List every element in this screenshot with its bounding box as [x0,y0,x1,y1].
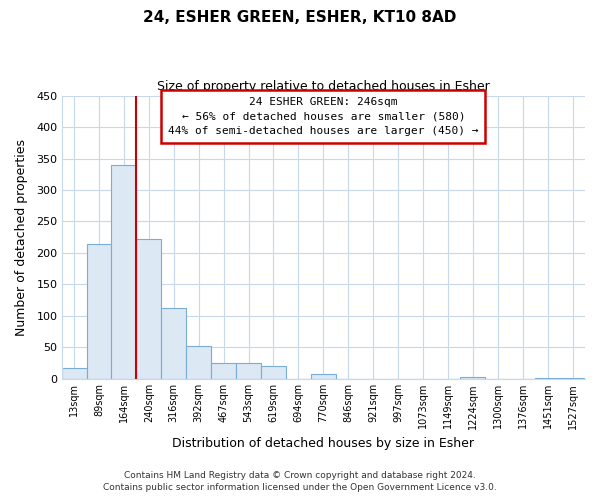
Y-axis label: Number of detached properties: Number of detached properties [15,138,28,336]
Bar [62,368,86,379]
Text: 24 ESHER GREEN: 246sqm
← 56% of detached houses are smaller (580)
44% of semi-de: 24 ESHER GREEN: 246sqm ← 56% of detached… [168,97,479,136]
Bar [161,308,186,379]
Bar [460,377,485,379]
Title: Size of property relative to detached houses in Esher: Size of property relative to detached ho… [157,80,490,93]
Bar [211,362,236,379]
Text: 24, ESHER GREEN, ESHER, KT10 8AD: 24, ESHER GREEN, ESHER, KT10 8AD [143,10,457,25]
Bar [86,244,112,379]
Bar [186,346,211,379]
Bar [112,165,136,379]
Bar [136,239,161,379]
Bar [535,378,560,379]
Bar [560,378,585,379]
Text: Contains HM Land Registry data © Crown copyright and database right 2024.
Contai: Contains HM Land Registry data © Crown c… [103,471,497,492]
Bar [311,374,336,379]
Bar [236,363,261,379]
Bar [261,366,286,379]
X-axis label: Distribution of detached houses by size in Esher: Distribution of detached houses by size … [172,437,475,450]
